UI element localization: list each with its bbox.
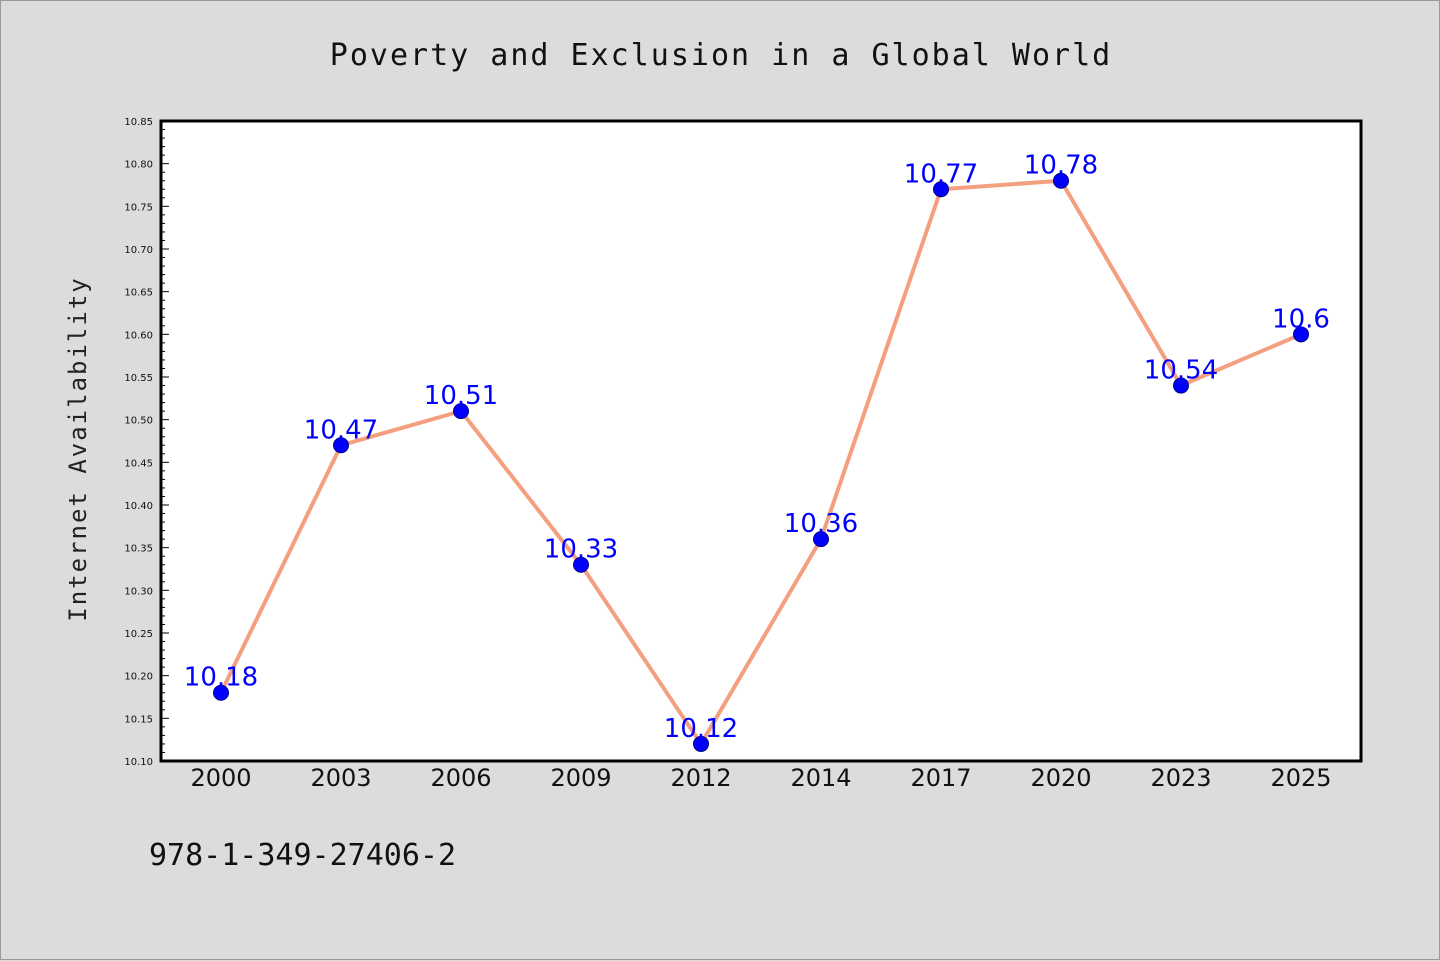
x-tick-label: 2009 xyxy=(550,764,611,792)
data-label: 10.77 xyxy=(904,159,978,189)
data-point xyxy=(453,403,469,420)
x-tick-label: 2025 xyxy=(1270,764,1331,792)
series-line xyxy=(219,178,1302,746)
data-point xyxy=(333,437,349,454)
x-tick-label: 2023 xyxy=(1150,764,1211,792)
x-tick-label: 2017 xyxy=(910,764,971,792)
data-point xyxy=(1053,172,1069,189)
x-tick-label: 2020 xyxy=(1030,764,1091,792)
data-label: 10.78 xyxy=(1024,151,1098,181)
x-tick-label: 2000 xyxy=(190,764,251,792)
data-label: 10.51 xyxy=(424,381,498,411)
y-tick-label: 10.60 xyxy=(124,330,153,341)
y-tick-label: 10.55 xyxy=(124,373,153,384)
y-axis-ticks: 10.10 10.15 10.20 10.25 10.30 10.35 10.40 10.45… xyxy=(124,117,169,768)
y-tick-label: 10.20 xyxy=(124,672,153,683)
chart-title: Poverty and Exclusion in a Global World xyxy=(330,38,1112,73)
y-tick-label: 10.80 xyxy=(124,160,153,171)
y-tick-label: 10.25 xyxy=(124,629,153,640)
data-label: 10.18 xyxy=(184,663,258,693)
y-tick-label: 10.65 xyxy=(124,288,153,299)
data-label: 10.54 xyxy=(1144,356,1218,386)
data-label: 10.33 xyxy=(544,535,618,565)
y-tick-label: 10.85 xyxy=(124,117,153,128)
data-point xyxy=(693,735,709,752)
x-tick-label: 2014 xyxy=(790,764,851,792)
y-tick-label: 10.45 xyxy=(124,458,153,469)
x-tick-label: 2006 xyxy=(430,764,491,792)
y-axis-label: Internet Availability xyxy=(64,276,92,621)
data-point xyxy=(213,684,229,701)
y-tick-label: 10.35 xyxy=(124,544,153,555)
data-label: 10.47 xyxy=(304,415,378,445)
y-tick-label: 10.40 xyxy=(124,501,153,512)
data-label: 10.6 xyxy=(1272,304,1330,334)
series-layer: 10.18 10.47 10.51 10.33 10.12 10.36 10.77 10.78… xyxy=(184,151,1330,752)
x-tick-label: 2012 xyxy=(670,764,731,792)
data-point xyxy=(1173,377,1189,394)
y-tick-label: 10.10 xyxy=(124,757,153,768)
y-tick-label: 10.30 xyxy=(124,586,153,597)
data-point xyxy=(813,531,829,548)
data-point xyxy=(933,181,949,198)
x-tick-label: 2003 xyxy=(310,764,371,792)
y-tick-label: 10.75 xyxy=(124,202,153,213)
y-tick-label: 10.50 xyxy=(124,416,153,427)
y-tick-label: 10.15 xyxy=(124,714,153,725)
data-label: 10.36 xyxy=(784,509,858,539)
isbn-footer: 978-1-349-27406-2 xyxy=(149,838,456,873)
data-label: 10.12 xyxy=(664,714,738,744)
data-point xyxy=(1293,326,1309,343)
y-tick-label: 10.70 xyxy=(124,245,153,256)
data-point xyxy=(573,556,589,573)
x-axis-ticks: 2000 2003 2006 2009 2012 2014 2017 2020 2023 2025 xyxy=(190,764,1331,792)
